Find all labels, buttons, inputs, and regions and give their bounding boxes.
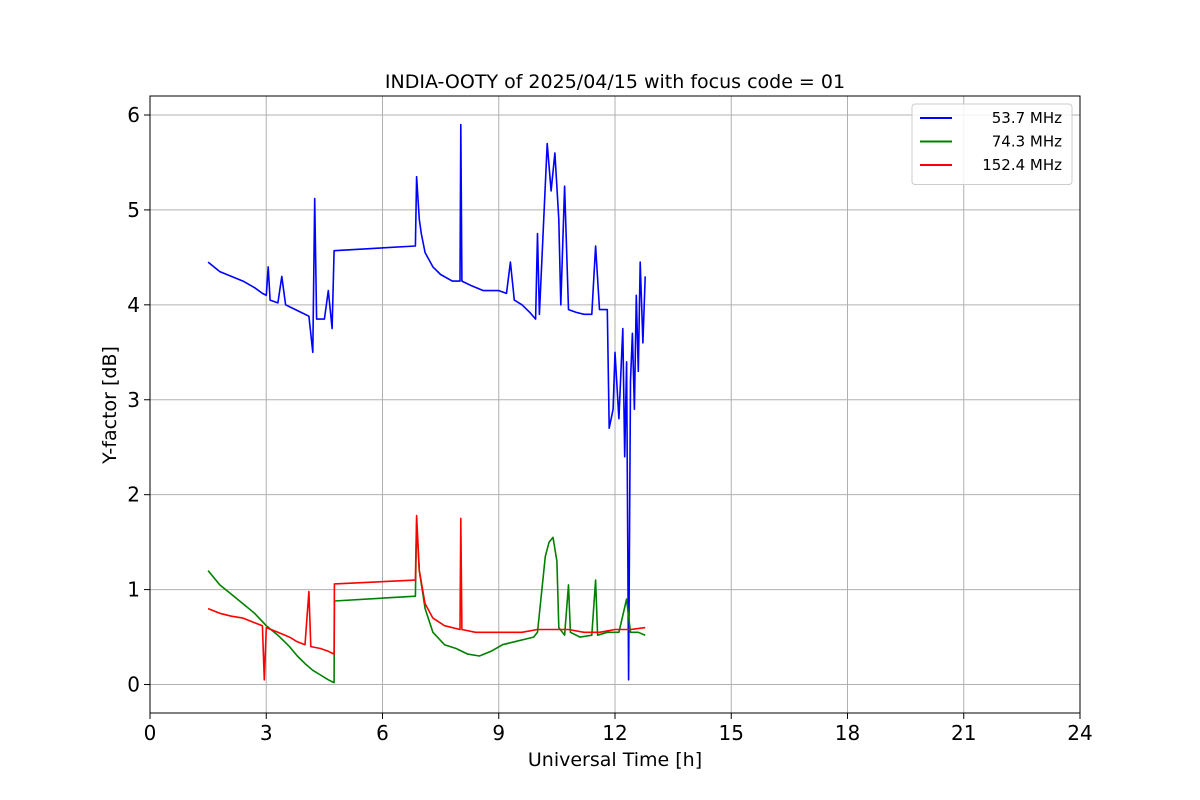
y-tick-label: 2: [127, 483, 140, 507]
y-axis-label: Y-factor [dB]: [99, 346, 121, 465]
x-tick-label: 0: [144, 721, 157, 745]
x-tick-label: 12: [602, 721, 627, 745]
x-axis-label: Universal Time [h]: [528, 749, 702, 771]
legend-label-2: 152.4 MHz: [982, 156, 1062, 174]
chart-title: INDIA-OOTY of 2025/04/15 with focus code…: [385, 71, 845, 93]
x-tick-label: 18: [835, 721, 860, 745]
y-tick-label: 6: [127, 103, 140, 127]
x-tick-label: 24: [1067, 721, 1092, 745]
series-line-2: [207, 514, 646, 681]
x-tick-label: 21: [951, 721, 976, 745]
series-line-1: [207, 522, 646, 684]
x-tick-label: 6: [376, 721, 389, 745]
series-line-0: [207, 123, 646, 681]
y-tick-label: 3: [127, 388, 140, 412]
x-tick-label: 9: [492, 721, 505, 745]
y-tick-label: 4: [127, 293, 140, 317]
legend: 53.7 MHz 74.3 MHz 152.4 MHz: [911, 103, 1073, 185]
y-tick-label: 0: [127, 673, 140, 697]
y-tick-label: 5: [127, 198, 140, 222]
x-tick-label: 15: [719, 721, 744, 745]
series-layer: [207, 123, 646, 684]
legend-label-0: 53.7 MHz: [992, 109, 1062, 127]
x-tick-label: 3: [260, 721, 273, 745]
y-tick-label: 1: [127, 578, 140, 602]
legend-label-1: 74.3 MHz: [992, 133, 1062, 151]
